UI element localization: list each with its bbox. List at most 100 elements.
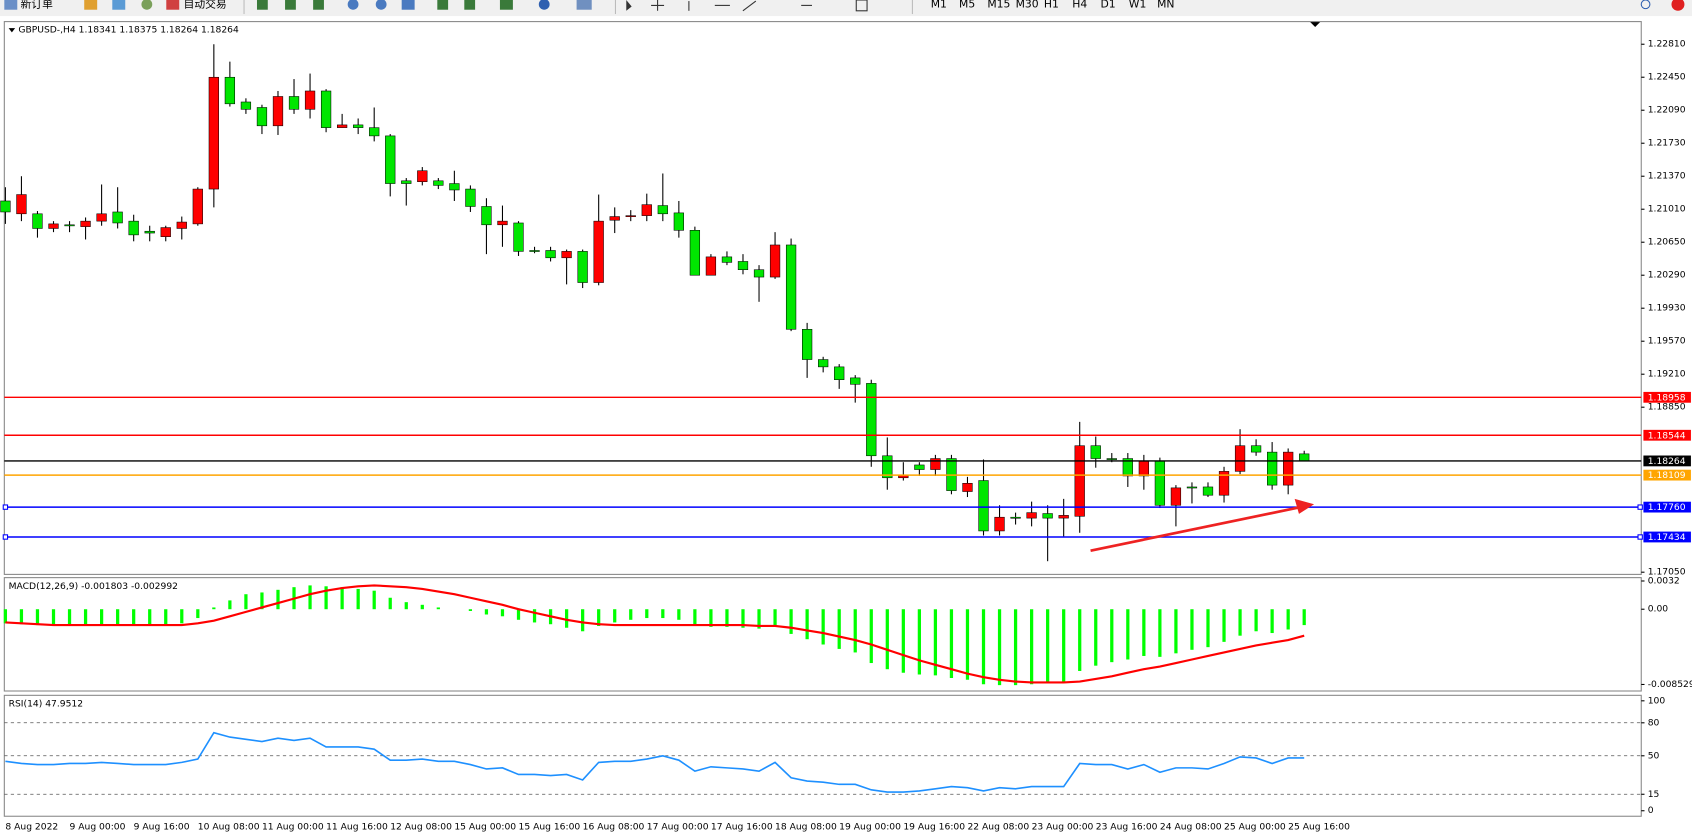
toolbar-icon — [313, 0, 324, 10]
panel-title: RSI(14) 47.9512 — [9, 698, 83, 709]
candle-body — [1250, 445, 1262, 453]
y-tick-label: 80 — [1648, 717, 1660, 728]
y-tick-label: 1.17050 — [1648, 567, 1686, 578]
shift-marker — [1309, 21, 1321, 27]
timeframe-button[interactable]: D1 — [1101, 0, 1116, 10]
x-tick-label: 18 Aug 08:00 — [775, 822, 837, 833]
timeframe-button[interactable]: H4 — [1072, 0, 1087, 10]
toolbar-bg — [0, 0, 1692, 17]
x-tick-label: 15 Aug 16:00 — [519, 822, 581, 833]
candle-body — [866, 383, 877, 457]
candle-body — [353, 124, 364, 128]
price-label: 1.18109 — [1648, 470, 1686, 481]
timeframe-button[interactable]: M30 — [1016, 0, 1039, 10]
timeframe-bar: M1 M5 M15 M30 H1 H4 D1 W1 MN — [931, 0, 1175, 10]
y-tick-label: 1.22450 — [1648, 72, 1686, 83]
candle-body — [128, 220, 139, 236]
line-handle — [2, 534, 9, 540]
price-label: 1.18544 — [1648, 430, 1686, 441]
candle-body — [32, 213, 43, 229]
x-tick-label: 16 Aug 08:00 — [583, 822, 645, 833]
candle-body — [336, 124, 348, 128]
search-icon[interactable] — [1640, 0, 1651, 10]
candle-body — [144, 230, 155, 234]
toolbar: 新订单 自动交易 M1 M5 M15 M30 H1 H4 D1 W1 MN — [0, 0, 1692, 17]
panel-frame — [3, 21, 1642, 575]
crosshair-icon[interactable] — [651, 0, 665, 11]
price-label-bg — [1643, 455, 1691, 467]
candle-body — [320, 90, 332, 128]
timeframe-button[interactable]: M1 — [931, 0, 947, 10]
x-tick-label: 24 Aug 08:00 — [1160, 822, 1222, 833]
arrow-annotation — [1090, 498, 1315, 552]
timeframe-button[interactable]: M5 — [959, 0, 975, 10]
candle-body — [1106, 458, 1117, 460]
arrow-head — [1294, 498, 1315, 514]
candle-body — [112, 211, 123, 224]
x-tick-label: 23 Aug 16:00 — [1096, 822, 1158, 833]
candle-body — [417, 170, 428, 182]
candle-body — [834, 366, 845, 380]
candle-body — [962, 483, 973, 492]
cursor-icon[interactable] — [626, 0, 632, 11]
x-tick-label: 25 Aug 00:00 — [1224, 822, 1286, 833]
candle-body — [224, 76, 236, 105]
timeframe-button[interactable]: H1 — [1044, 0, 1059, 10]
y-tick-label: 1.21010 — [1648, 204, 1686, 215]
x-tick-label: 10 Aug 08:00 — [198, 822, 260, 833]
y-tick-label: 1.18850 — [1648, 402, 1686, 413]
panel-frame — [3, 577, 1642, 692]
candle-body — [673, 212, 684, 231]
new-order-button[interactable]: 新订单 — [21, 0, 54, 10]
y-tick-label: 100 — [1648, 695, 1666, 706]
candle-body — [64, 224, 75, 227]
candle-body — [1042, 513, 1053, 519]
candle-body — [769, 244, 781, 278]
y-tick-label: 1.19930 — [1648, 303, 1686, 314]
price-label-bg — [1643, 391, 1691, 403]
timeframe-button[interactable]: W1 — [1129, 0, 1147, 10]
line-handle — [2, 504, 9, 510]
x-tick-label: 15 Aug 00:00 — [454, 822, 516, 833]
candle-body — [272, 96, 284, 127]
candle-body — [737, 261, 749, 270]
alert-icon[interactable] — [1671, 0, 1685, 11]
timeframe-button[interactable]: M15 — [987, 0, 1010, 10]
y-tick-label: 1.19210 — [1648, 369, 1686, 380]
x-tick-label: 11 Aug 00:00 — [262, 822, 324, 833]
y-tick-label: 0.00 — [1648, 604, 1669, 615]
candle-body — [1026, 512, 1037, 519]
candle-body — [208, 76, 219, 190]
trendline-icon[interactable] — [742, 0, 757, 12]
candle-body — [1154, 461, 1166, 506]
panel-title: GBPUSD-,H4 1.18341 1.18375 1.18264 1.182… — [18, 25, 239, 36]
candle-body — [1058, 515, 1069, 519]
price-label-bg — [1643, 501, 1691, 513]
candle-body — [641, 204, 652, 216]
y-tick-label: 15 — [1648, 789, 1660, 800]
candle-body — [465, 188, 476, 207]
auto-trade-button[interactable]: 自动交易 — [184, 0, 227, 10]
timeframe-button[interactable]: MN — [1157, 0, 1174, 10]
price-label: 1.18958 — [1648, 392, 1686, 403]
candle-body — [1202, 486, 1214, 496]
signal-line — [5, 584, 1305, 684]
label-icon[interactable] — [855, 0, 868, 12]
toolbar-icon — [576, 0, 592, 10]
candle-body — [593, 220, 604, 283]
candle-body — [1122, 458, 1133, 477]
candle-body — [80, 220, 91, 227]
price-label: 1.17434 — [1648, 532, 1686, 543]
rsi-line — [5, 731, 1305, 793]
candle-body — [240, 101, 252, 110]
y-tick-label: 1.22090 — [1648, 105, 1686, 116]
candle-body — [994, 516, 1005, 532]
toolbar-icon — [437, 0, 449, 10]
candle-body — [1299, 453, 1310, 462]
toolbar-icon — [4, 0, 18, 10]
candle-body — [513, 222, 524, 252]
candle-body — [657, 205, 668, 215]
line-handle — [1637, 534, 1643, 540]
candle-body — [16, 194, 27, 215]
